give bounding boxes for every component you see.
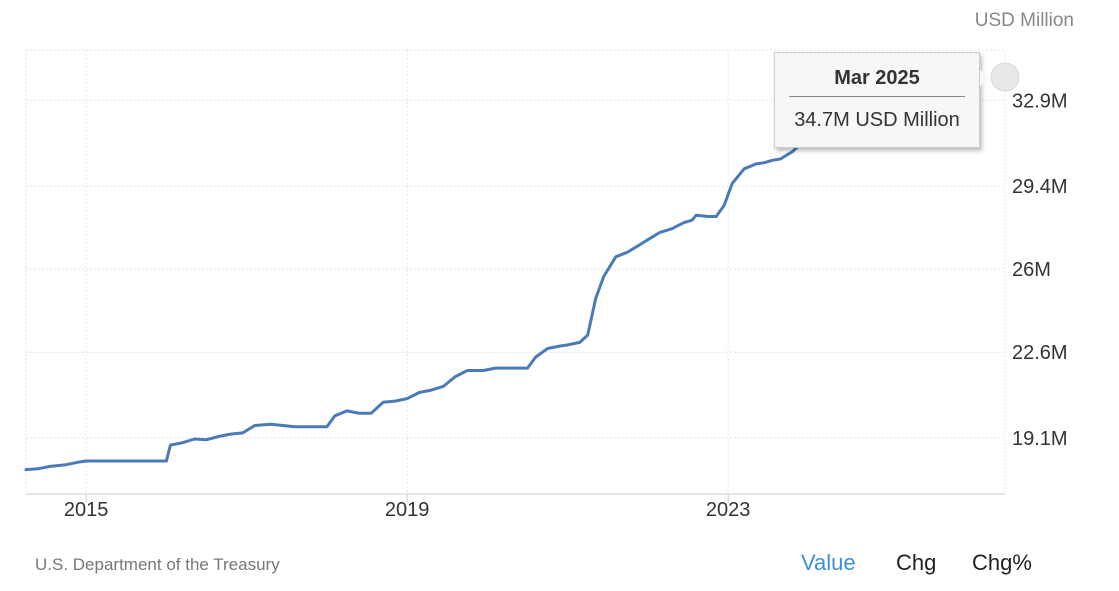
tooltip-value: 34.7M USD Million: [794, 109, 960, 131]
tooltip-title: Mar 2025: [789, 67, 965, 97]
y-tick-label: 29.4M: [1012, 176, 1068, 198]
y-tick-label: 22.6M: [1012, 342, 1068, 364]
x-tick-label: 2015: [64, 499, 109, 521]
tooltip-pointer: [980, 70, 990, 86]
tab-chg-pct[interactable]: Chg%: [972, 550, 1032, 575]
hover-marker: [990, 62, 1020, 92]
y-tick-label: 26M: [1012, 259, 1051, 281]
tooltip: Mar 2025 34.7M USD Million: [774, 52, 980, 148]
source-label: U.S. Department of the Treasury: [35, 555, 280, 574]
tab-chg[interactable]: Chg: [896, 550, 937, 575]
y-tick-label: 19.1M: [1012, 428, 1068, 450]
series-line: [24, 134, 879, 472]
x-tick-label: 2019: [385, 499, 430, 521]
unit-label: USD Million: [974, 10, 1074, 31]
y-tick-label: 32.9M: [1012, 90, 1068, 112]
x-tick-label: 2023: [706, 499, 751, 521]
tab-value[interactable]: Value: [801, 550, 856, 575]
